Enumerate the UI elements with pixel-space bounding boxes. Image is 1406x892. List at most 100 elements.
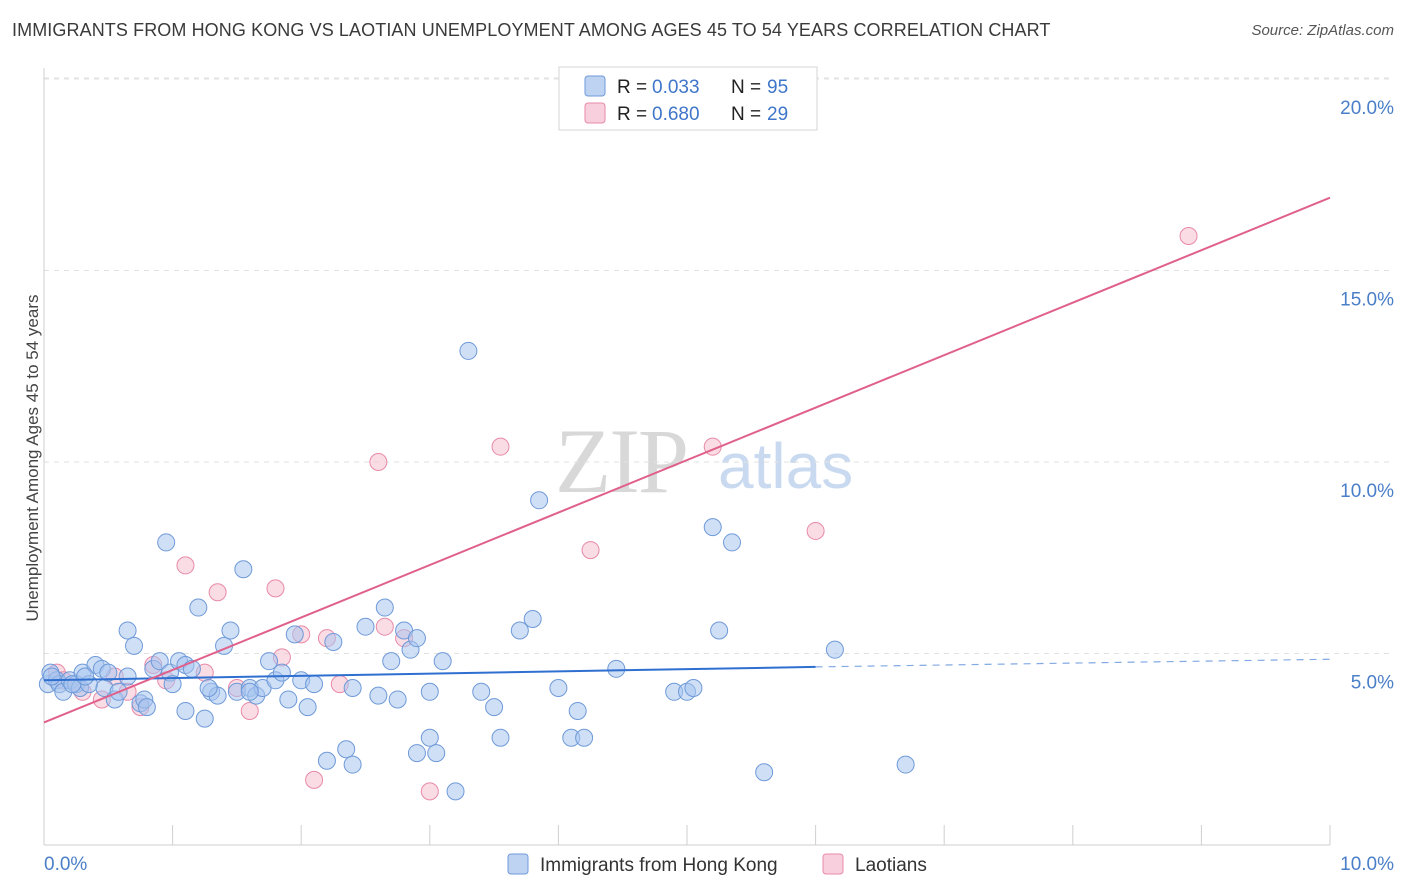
hong-kong-point [272, 663, 291, 682]
hong-kong-point [317, 751, 336, 770]
source-label: Source: ZipAtlas.com [1251, 22, 1394, 39]
y-axis-label: Unemployment Among Ages 45 to 54 years [23, 295, 42, 622]
y-tick-label: 20.0% [1340, 98, 1394, 119]
hong-kong-point [433, 652, 452, 671]
laotians-points [47, 227, 1198, 801]
hong-kong-point [549, 678, 568, 697]
hong-kong-point [157, 533, 176, 552]
hong-kong-point [189, 598, 208, 617]
laotians-point [806, 521, 825, 540]
hong-kong-point [118, 667, 137, 686]
y-tick-label: 15.0% [1340, 290, 1394, 311]
hong-kong-point [491, 728, 510, 747]
hong-kong-point [407, 629, 426, 648]
x-tick-max: 10.0% [1340, 854, 1394, 875]
hong-kong-point [176, 701, 195, 720]
laotians-point [1179, 227, 1198, 246]
legend-blue-n-value: 95 [767, 77, 788, 98]
hong-kong-point [279, 690, 298, 709]
hong-kong-point [684, 678, 703, 697]
hong-kong-point [137, 698, 156, 717]
legend-blue-n-label: N = [731, 77, 761, 98]
y-tick-label: 10.0% [1340, 481, 1394, 502]
hong-kong-points [38, 341, 915, 801]
hong-kong-point [568, 701, 587, 720]
hong-kong-point [150, 652, 169, 671]
laotians-point [491, 437, 510, 456]
hong-kong-point [446, 782, 465, 801]
laotians-point [369, 453, 388, 471]
series-legend: Immigrants from Hong Kong Laotians [507, 853, 927, 876]
watermark-atlas: atlas [718, 430, 853, 502]
hong-kong-point [324, 633, 343, 652]
trend-lines [43, 196, 1331, 724]
hong-kong-point [125, 636, 144, 655]
hong-kong-point [285, 625, 304, 644]
hong-kong-point [163, 675, 182, 694]
laotians-point [266, 579, 285, 598]
hong-kong-point [459, 341, 478, 360]
y-tick-labels: 5.0% 10.0% 15.0% 20.0% [1340, 98, 1394, 694]
legend-pink-n-value: 29 [767, 104, 788, 125]
hong-kong-point [530, 491, 549, 510]
hong-kong-point [896, 755, 915, 774]
hong-kong-point [510, 621, 529, 640]
laotians-trend-line [43, 196, 1331, 724]
hong-kong-point [356, 617, 375, 636]
hong-kong-trend-extension [815, 658, 1331, 668]
laotians-point [305, 770, 324, 789]
hong-kong-point [523, 610, 542, 629]
bottom-legend-swatch-pink [822, 853, 844, 875]
chart-title: IMMIGRANTS FROM HONG KONG VS LAOTIAN UNE… [12, 20, 1051, 40]
laotians-point [375, 617, 394, 636]
watermark-zip: ZIP [555, 410, 687, 512]
hong-kong-point [240, 682, 259, 701]
hong-kong-point [607, 659, 626, 678]
hong-kong-point [710, 621, 729, 640]
legend-pink-n-label: N = [731, 104, 761, 125]
hong-kong-point [343, 678, 362, 697]
hong-kong-point [407, 744, 426, 763]
hong-kong-point [388, 690, 407, 709]
hong-kong-point [76, 667, 95, 686]
bottom-legend-swatch-blue [507, 853, 529, 875]
hong-kong-point [234, 560, 253, 579]
hong-kong-point [195, 709, 214, 728]
laotians-point [420, 782, 439, 801]
bottom-legend-blue-label: Immigrants from Hong Kong [540, 855, 778, 876]
hong-kong-point [420, 682, 439, 701]
hong-kong-point [199, 678, 218, 697]
hong-kong-point [382, 652, 401, 671]
hong-kong-point [703, 518, 722, 537]
bottom-legend-pink-label: Laotians [855, 855, 927, 876]
hong-kong-point [420, 728, 439, 747]
hong-kong-point [755, 763, 774, 782]
hong-kong-point [221, 621, 240, 640]
laotians-point [240, 701, 259, 720]
legend-blue-r-label: R = [617, 77, 647, 98]
hong-kong-point [298, 698, 317, 717]
legend-pink-r-label: R = [617, 104, 647, 125]
correlation-legend: R = 0.033 N = 95 R = 0.680 N = 29 [558, 66, 818, 131]
hong-kong-point [427, 744, 446, 763]
laotians-point [581, 541, 600, 560]
hong-kong-point [575, 728, 594, 747]
hong-kong-point [337, 740, 356, 759]
hong-kong-point [825, 640, 844, 659]
hong-kong-point [723, 533, 742, 552]
hong-kong-point [369, 686, 388, 705]
legend-pink-r-value: 0.680 [652, 104, 700, 125]
laotians-point [208, 583, 227, 602]
x-tick-min: 0.0% [44, 854, 87, 875]
hong-kong-point [472, 682, 491, 701]
y-tick-label: 5.0% [1351, 673, 1394, 694]
hong-kong-point [99, 663, 118, 682]
hong-kong-point [42, 667, 61, 686]
hong-kong-trend-line [43, 665, 816, 682]
legend-swatch-blue [584, 75, 606, 97]
hong-kong-point [260, 652, 279, 671]
legend-swatch-pink [584, 102, 606, 124]
legend-blue-r-value: 0.033 [652, 77, 700, 98]
hong-kong-point [343, 755, 362, 774]
